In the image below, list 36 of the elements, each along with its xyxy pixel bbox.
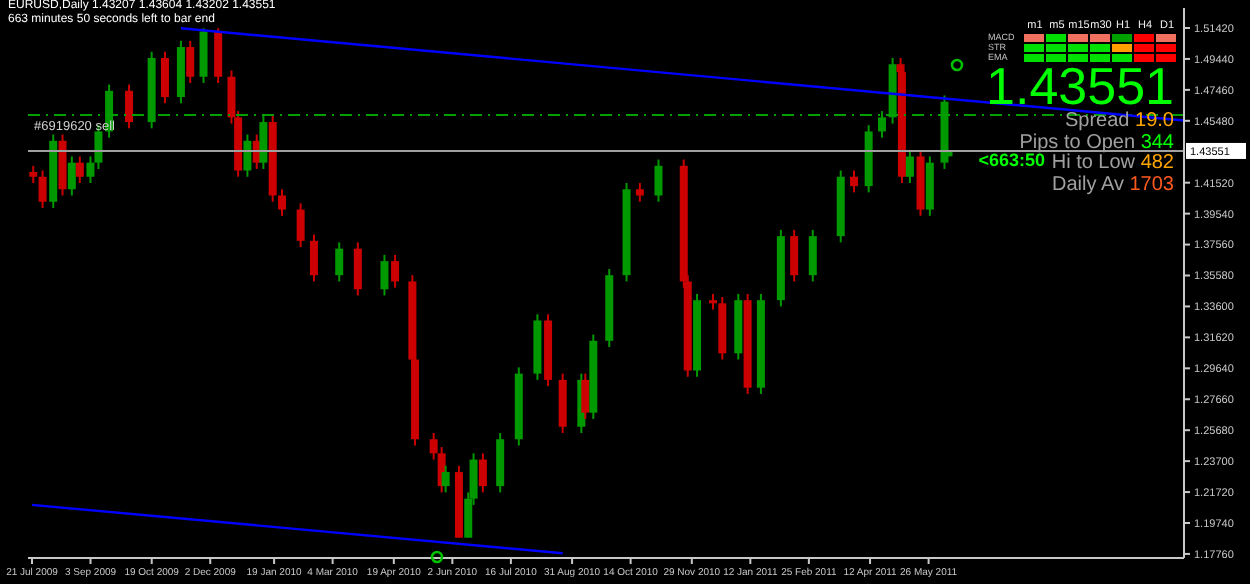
candlestick [496, 432, 505, 494]
candlestick [581, 372, 590, 420]
candlestick [441, 464, 450, 494]
candlestick [75, 155, 84, 184]
candlestick [635, 182, 644, 203]
candlestick [199, 27, 208, 84]
candlestick [790, 228, 799, 283]
candlestick [38, 169, 47, 209]
candlestick [391, 253, 400, 289]
candlestick [808, 228, 817, 283]
candlestick [335, 241, 344, 283]
candlestick [478, 452, 487, 494]
candlestick [296, 202, 305, 249]
annotation: Daily Av [1052, 173, 1126, 195]
candlestick [186, 39, 195, 84]
annotation: 1703 [1129, 173, 1174, 195]
candlestick [278, 188, 287, 217]
candlestick [309, 233, 318, 283]
candlestick [850, 169, 859, 194]
candlestick [67, 155, 76, 197]
candlestick [214, 27, 223, 84]
candlestick [125, 83, 134, 130]
annotation: Spread [1065, 110, 1132, 132]
candlestick [558, 372, 567, 434]
annotation: 482 [1140, 152, 1174, 174]
candlestick [380, 253, 389, 297]
candlestick [353, 241, 362, 297]
annotation: Hi to Low [1051, 152, 1138, 174]
candlestick [160, 50, 169, 105]
candlestick [905, 149, 914, 184]
annotation: 344 [1140, 131, 1174, 153]
candlestick [925, 155, 934, 217]
annotation: <663:50 [978, 149, 1046, 170]
candlestick [654, 158, 663, 203]
candlestick [243, 133, 252, 178]
annotation: Pips to Open [1019, 131, 1138, 153]
